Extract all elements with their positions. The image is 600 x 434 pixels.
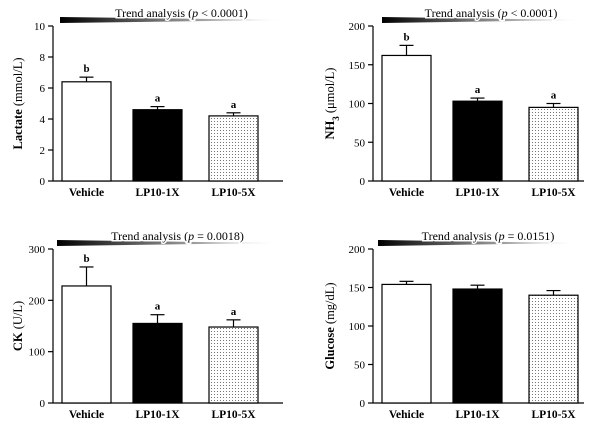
trend-gradient-bar	[60, 17, 283, 23]
y-tick-label: 100	[349, 321, 366, 333]
y-tick-label: 200	[29, 295, 46, 307]
significance-letter: a	[155, 93, 161, 105]
significance-letter: b	[403, 31, 409, 43]
significance-letter: a	[551, 90, 557, 102]
y-axis-label: CK (U/L)	[11, 301, 25, 351]
bar-lp10-1x	[452, 288, 503, 404]
y-tick-label: 150	[349, 60, 366, 72]
trend-gradient-bar	[378, 240, 578, 246]
y-tick-label: 2	[40, 145, 46, 157]
category-label: LP10-1X	[135, 409, 180, 421]
bar-vehicle	[61, 81, 112, 182]
bar-vehicle	[381, 54, 432, 182]
category-label: Vehicle	[389, 409, 424, 421]
trend-gradient-bar	[382, 17, 580, 23]
y-axis-label: Lactate (mmol/L)	[11, 58, 25, 150]
category-label: LP10-5X	[531, 187, 576, 199]
significance-letter: a	[475, 84, 481, 96]
y-tick-label: 10	[34, 21, 46, 33]
y-tick-label: 8	[40, 52, 46, 64]
category-label: Vehicle	[69, 187, 104, 199]
chart-panel-2: Trend analysis (p < 0.0001) 0 50 100 150 200 N…	[323, 5, 584, 199]
chart-panel-1: Trend analysis (p < 0.0001) 0 2 4 6 8 10 Lactat…	[11, 5, 283, 199]
trend-analysis-label: Trend analysis (p < 0.0001)	[115, 6, 248, 20]
category-label: LP10-5X	[531, 409, 576, 421]
y-tick-label: 200	[349, 244, 366, 256]
y-tick-label: 200	[349, 21, 366, 33]
y-tick-label: 100	[29, 347, 46, 359]
y-tick-label: 0	[40, 176, 46, 188]
y-tick-label: 0	[40, 398, 46, 410]
bar-vehicle	[381, 283, 432, 404]
significance-letter: a	[231, 99, 237, 111]
y-axis-label: NH3 (μmol/L)	[323, 68, 341, 140]
significance-letter: b	[83, 63, 89, 75]
bar-lp10-5x	[208, 115, 259, 182]
category-label: Vehicle	[69, 409, 104, 421]
y-tick-label: 0	[360, 398, 366, 410]
chart-panel-4: Trend analysis (p = 0.0151) 0 50 100 150 200 G…	[323, 228, 584, 421]
category-label: LP10-1X	[135, 187, 180, 199]
significance-letter: a	[155, 301, 161, 313]
bar-lp10-1x	[452, 100, 503, 182]
y-tick-label: 0	[360, 176, 366, 188]
trend-analysis-label: Trend analysis (p = 0.0018)	[111, 229, 244, 243]
y-tick-label: 6	[40, 83, 46, 95]
bar-lp10-5x	[208, 326, 259, 404]
category-label: Vehicle	[389, 187, 424, 199]
bar-lp10-5x	[528, 294, 579, 404]
significance-letter: a	[231, 306, 237, 318]
y-tick-label: 4	[40, 114, 46, 126]
y-tick-label: 150	[349, 283, 366, 295]
y-tick-label: 50	[354, 137, 366, 149]
category-label: LP10-5X	[211, 409, 256, 421]
bar-lp10-5x	[528, 106, 579, 182]
trend-analysis-label: Trend analysis (p < 0.0001)	[425, 6, 558, 20]
bar-lp10-1x	[132, 322, 183, 404]
category-label: LP10-1X	[455, 409, 500, 421]
y-tick-label: 100	[349, 99, 366, 111]
trend-analysis-label: Trend analysis (p = 0.0151)	[422, 229, 555, 243]
y-axis-label: Glucose (mg/dL)	[323, 282, 337, 369]
category-label: LP10-5X	[211, 187, 256, 199]
trend-gradient-bar	[57, 240, 278, 246]
y-tick-label: 300	[29, 244, 46, 256]
y-tick-label: 50	[354, 360, 366, 372]
chart-panel-3: Trend analysis (p = 0.0018) 0 100 200 300 CK …	[11, 228, 283, 421]
significance-letter: b	[83, 253, 89, 265]
bar-vehicle	[61, 285, 112, 404]
bar-lp10-1x	[132, 109, 183, 182]
category-label: LP10-1X	[455, 187, 500, 199]
